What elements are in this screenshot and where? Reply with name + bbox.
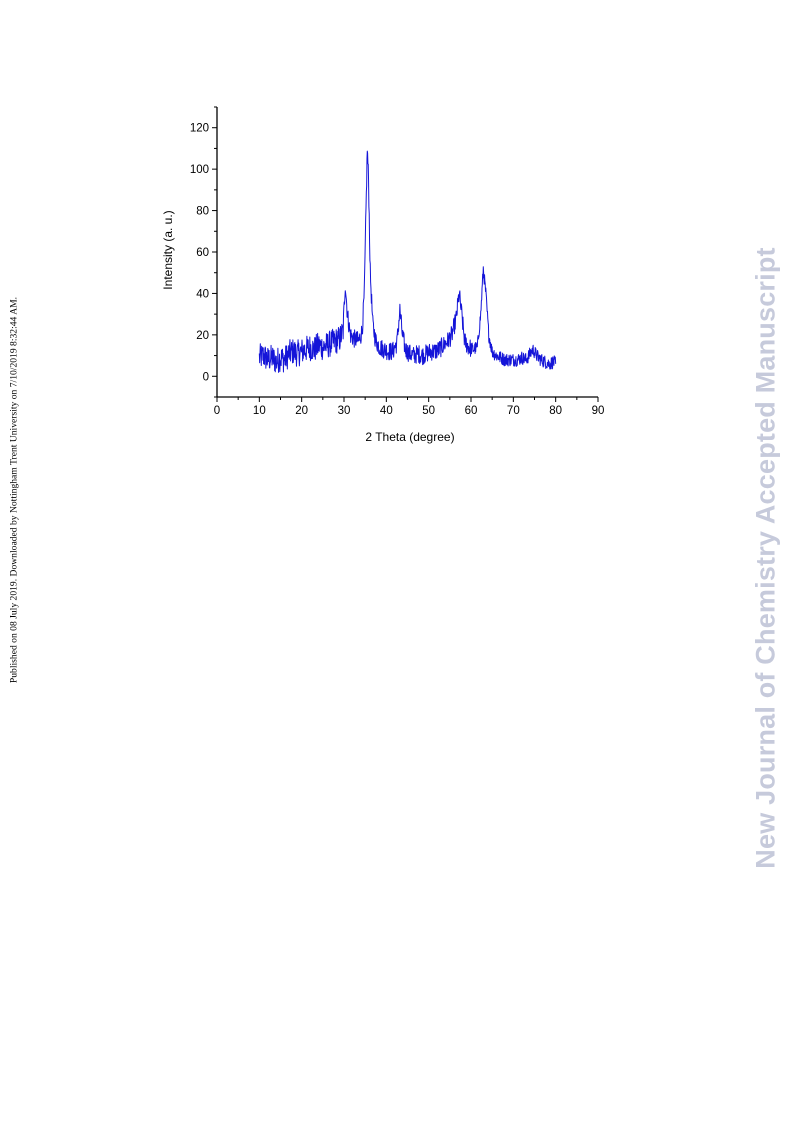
y-axis-label: Intensity (a. u.) <box>161 210 175 289</box>
x-tick-label: 0 <box>214 405 220 417</box>
x-tick-label: 70 <box>507 405 520 417</box>
x-tick-label: 40 <box>380 405 393 417</box>
y-tick-label: 0 <box>203 371 209 383</box>
x-tick-label: 60 <box>465 405 478 417</box>
x-tick-label: 20 <box>295 405 308 417</box>
x-axis-label: 2 Theta (degree) <box>365 430 454 444</box>
x-tick-label: 10 <box>253 405 266 417</box>
x-tick-label: 50 <box>422 405 435 417</box>
y-tick-label: 20 <box>196 330 209 342</box>
y-tick-label: 120 <box>190 123 209 135</box>
chart-series-layer <box>258 150 557 373</box>
y-tick-label: 40 <box>196 288 209 300</box>
y-tick-label: 60 <box>196 247 209 259</box>
chart-ticks: 0 10 20 30 40 50 60 70 80 90 0 20 40 60 80 100 120 <box>190 106 605 417</box>
y-tick-label: 100 <box>190 164 209 176</box>
y-tick-label: 80 <box>196 206 209 218</box>
x-tick-label: 80 <box>549 405 562 417</box>
x-tick-label: 30 <box>338 405 351 417</box>
x-tick-label: 90 <box>592 405 605 417</box>
series-line-0 <box>258 150 557 373</box>
